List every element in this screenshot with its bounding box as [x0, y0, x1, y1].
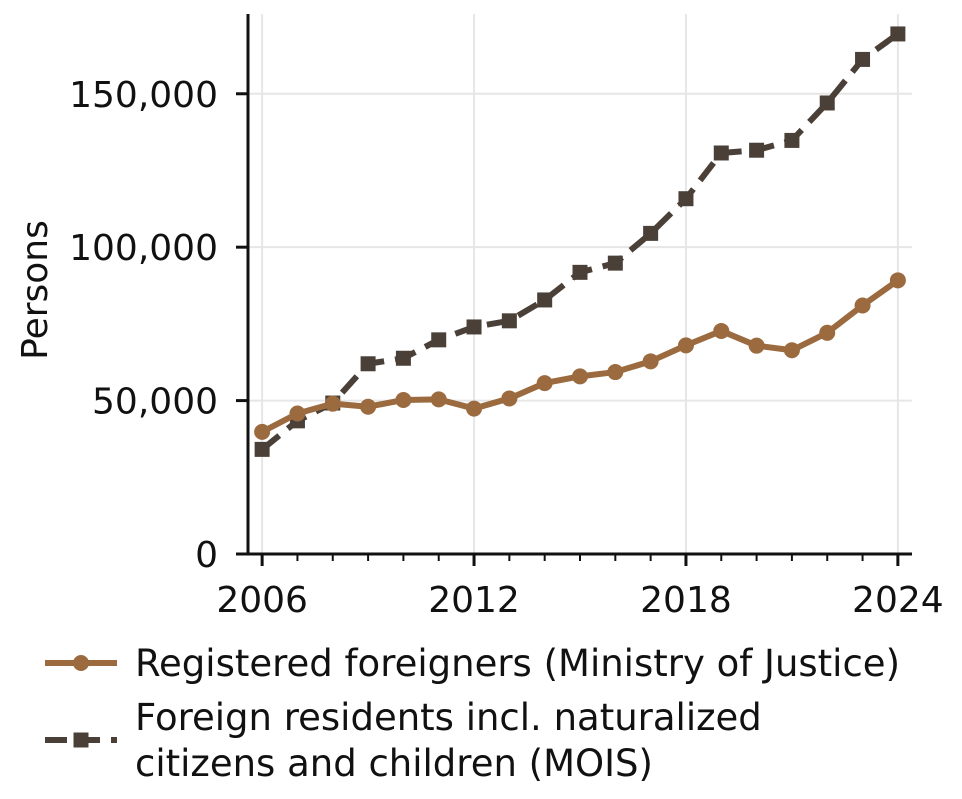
data-point-circle — [854, 297, 871, 314]
x-tick-label: 2018 — [640, 580, 732, 621]
x-tick-label: 2006 — [216, 580, 308, 621]
data-point-circle — [819, 324, 836, 341]
data-point-square — [501, 313, 517, 329]
legend-label-residents-line-2: citizens and children (MOIS) — [135, 742, 653, 785]
x-tick-label: 2024 — [852, 580, 944, 621]
data-point-square — [855, 51, 871, 67]
data-point-square — [607, 255, 623, 271]
legend-label-residents: Foreign residents incl. naturalized citiz… — [135, 696, 762, 785]
grid-lines — [248, 14, 912, 554]
data-point-square — [395, 350, 411, 366]
y-axis-title: Persons — [15, 220, 56, 360]
legend-label-registered: Registered foreigners (Ministry of Justi… — [135, 642, 900, 685]
data-point-circle — [324, 395, 341, 412]
data-point-circle — [430, 391, 447, 408]
legend: Registered foreigners (Ministry of Justi… — [45, 642, 900, 785]
legend-label-residents-line-1: Foreign residents incl. naturalized — [135, 696, 762, 739]
data-point-square — [678, 191, 694, 207]
data-point-square — [431, 332, 447, 348]
data-point-circle — [536, 375, 553, 392]
y-tick-label: 150,000 — [69, 75, 218, 116]
data-point-circle — [748, 337, 765, 354]
legend-marker-square — [73, 732, 89, 748]
data-point-circle — [713, 322, 730, 339]
series-line-1 — [260, 277, 900, 435]
data-point-circle — [395, 391, 412, 408]
data-point-square — [360, 356, 376, 372]
data-point-square — [713, 145, 729, 161]
data-point-circle — [783, 342, 800, 359]
data-point-square — [466, 319, 482, 335]
data-point-square — [784, 132, 800, 148]
data-point-circle — [501, 390, 518, 407]
tick-labels: 0 50,000 100,000 150,000 2006 2012 2018 2024 — [69, 75, 944, 621]
x-tick-label: 2012 — [428, 580, 520, 621]
data-point-circle — [289, 405, 306, 422]
data-point-square — [572, 264, 588, 280]
data-point-circle — [889, 272, 906, 289]
data-point-circle — [466, 400, 483, 417]
data-point-square — [819, 95, 835, 111]
data-point-circle — [360, 398, 377, 415]
data-point-square — [749, 142, 765, 158]
legend-marker-circle — [73, 655, 89, 671]
data-point-square — [537, 292, 553, 308]
data-point-circle — [642, 353, 659, 370]
data-point-square — [890, 26, 906, 42]
data-point-circle — [607, 364, 624, 381]
axes — [236, 14, 912, 566]
data-point-circle — [254, 423, 271, 440]
data-point-circle — [572, 368, 588, 385]
series-group — [254, 26, 906, 457]
data-point-circle — [677, 337, 694, 354]
y-tick-label: 50,000 — [92, 382, 218, 423]
data-point-square — [254, 441, 270, 457]
series-line-2 — [260, 31, 900, 452]
y-tick-label: 100,000 — [69, 228, 218, 269]
data-point-square — [643, 225, 659, 241]
y-tick-label: 0 — [195, 535, 218, 576]
